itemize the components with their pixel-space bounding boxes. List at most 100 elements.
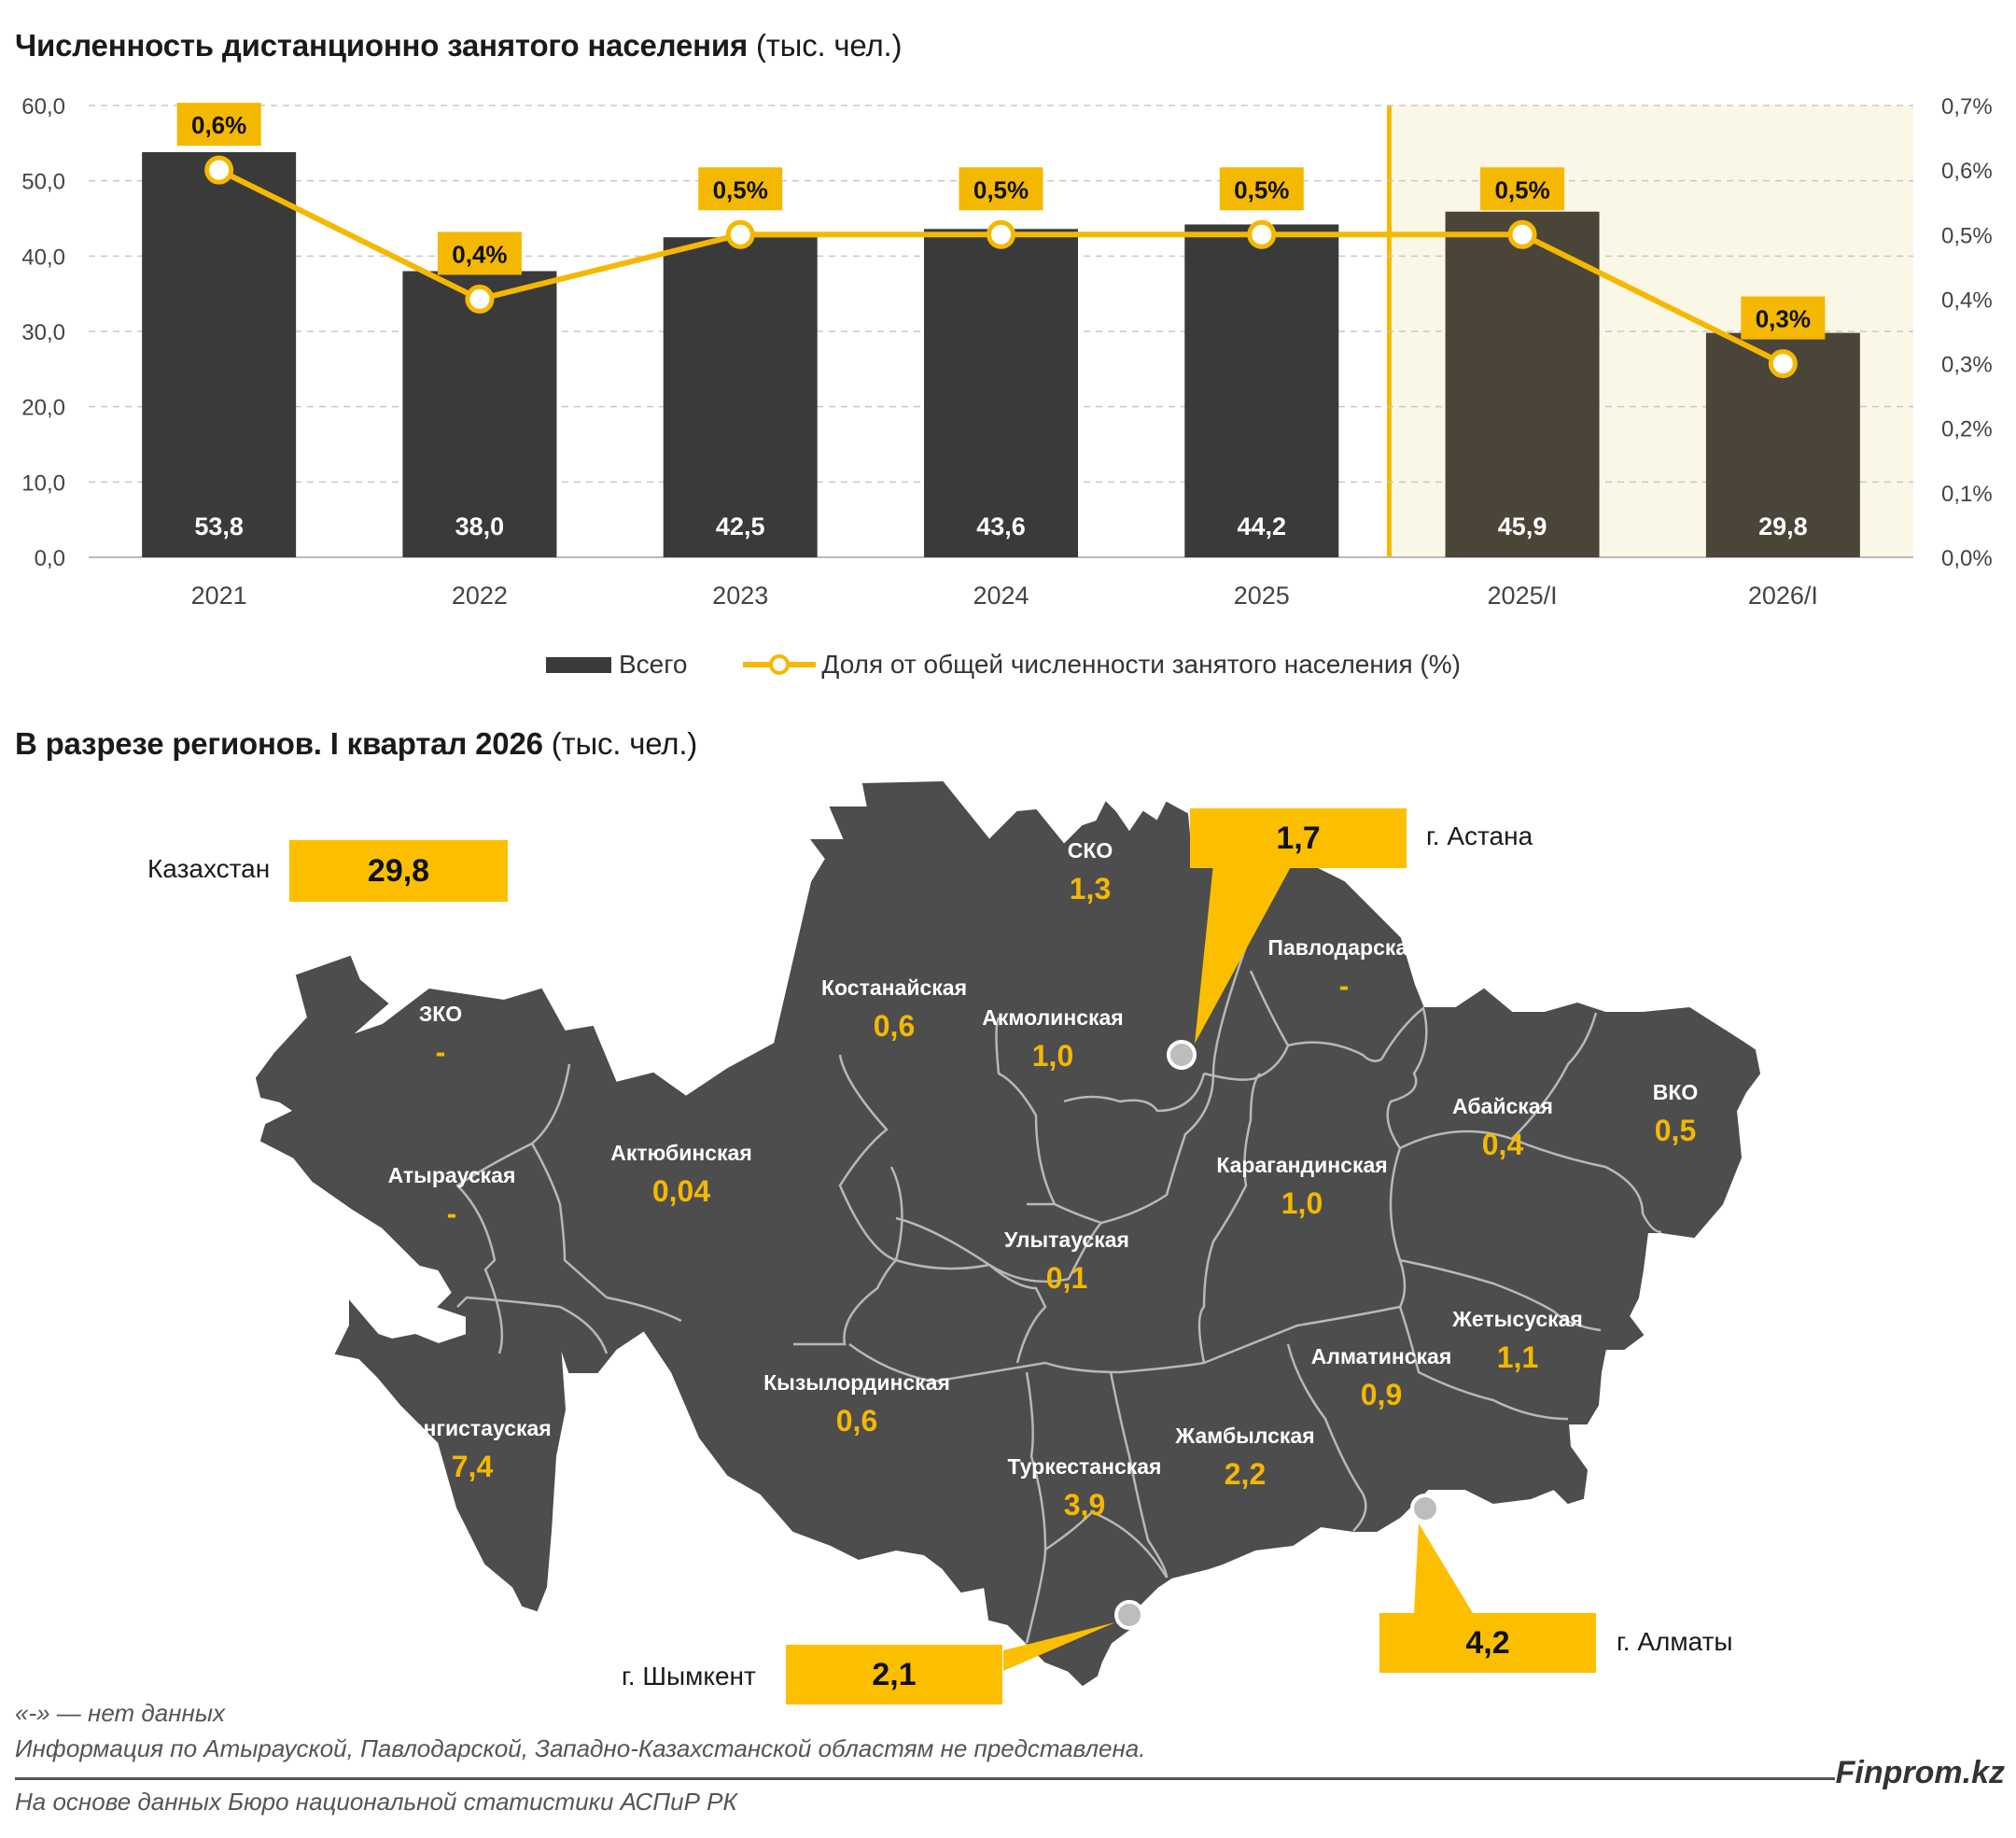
region-name: ВКО xyxy=(1652,1080,1699,1104)
region-name: Абайская xyxy=(1452,1094,1553,1118)
bar-value-label: 42,5 xyxy=(716,512,765,540)
x-tick-label: 2024 xyxy=(973,582,1029,610)
region-value: 0,9 xyxy=(1360,1378,1403,1411)
region-value: - xyxy=(446,1197,457,1230)
bar xyxy=(924,229,1078,557)
city-markers xyxy=(1114,1040,1440,1630)
bar xyxy=(663,237,818,557)
share-label-box xyxy=(1480,167,1565,211)
legend-bar-label: Всего xyxy=(619,650,688,679)
region-value: 7,4 xyxy=(451,1450,494,1483)
share-point xyxy=(204,155,234,185)
footnote-regions: Информация по Атырауской, Павлодарской, … xyxy=(15,1734,1146,1762)
bar xyxy=(142,152,297,557)
region-value: 1,1 xyxy=(1496,1340,1539,1374)
share-value-label: 0,5% xyxy=(973,175,1029,203)
share-point xyxy=(1768,349,1798,379)
astana-marker xyxy=(1167,1040,1197,1070)
legend-line-label: Доля от общей численности занятого насел… xyxy=(821,650,1461,679)
share-value-label: 0,5% xyxy=(713,175,768,203)
share-point xyxy=(1507,219,1537,249)
y-left-tick-label: 0,0 xyxy=(35,546,65,571)
region-name: Туркестанская xyxy=(1007,1454,1162,1479)
shymkent-value: 2,1 xyxy=(872,1656,917,1692)
shymkent-label: г. Шымкент xyxy=(622,1662,756,1691)
share-label-box xyxy=(1741,296,1826,340)
bar xyxy=(1184,224,1339,557)
bar-value-label: 45,9 xyxy=(1498,512,1547,540)
share-point xyxy=(1247,219,1277,249)
y-left-tick-label: 50,0 xyxy=(21,170,65,195)
region-name: ЗКО xyxy=(418,1002,463,1026)
y-left-tick-label: 40,0 xyxy=(21,245,65,270)
region-name: Актюбинская xyxy=(610,1141,752,1165)
astana-value: 1,7 xyxy=(1276,820,1321,856)
region-name: Кызылординская xyxy=(763,1370,950,1395)
share-point xyxy=(725,219,755,249)
x-tick-label: 2023 xyxy=(712,582,768,610)
callout-pointers xyxy=(1003,863,1473,1671)
x-tick-label: 2025 xyxy=(1234,582,1290,610)
bar-value-label: 53,8 xyxy=(194,512,244,540)
total-value-box: 29,8 xyxy=(289,840,508,902)
y-left-tick-label: 30,0 xyxy=(21,320,65,345)
x-tick-label: 2022 xyxy=(452,582,508,610)
bar-value-label: 43,6 xyxy=(976,512,1026,540)
almaty-value: 4,2 xyxy=(1465,1624,1510,1661)
region-value: 0,04 xyxy=(651,1174,711,1208)
share-point xyxy=(465,284,495,314)
y-left-tick-label: 60,0 xyxy=(21,94,65,119)
y-right-tick-label: 0,0% xyxy=(1941,546,1993,571)
share-label-box xyxy=(176,103,261,147)
legend-line-swatch xyxy=(743,654,817,675)
region-value: 0,4 xyxy=(1481,1128,1524,1161)
bar xyxy=(402,271,557,557)
region-name: Акмолинская xyxy=(982,1005,1124,1030)
region-value: 1,0 xyxy=(1031,1039,1074,1073)
region-name: СКО xyxy=(1067,838,1113,863)
shymkent-pointer xyxy=(1003,1622,1115,1671)
chart-title-unit: (тыс. чел.) xyxy=(755,28,903,63)
region-name: Павлодарская xyxy=(1267,935,1421,960)
astana-callout: 1,7 xyxy=(1190,808,1407,868)
map-title-unit: (тыс. чел.) xyxy=(551,726,698,761)
share-value-label: 0,5% xyxy=(1234,175,1289,203)
share-value-label: 0,4% xyxy=(452,240,507,268)
region-value: - xyxy=(435,1035,446,1069)
chart-legend: Всего Доля от общей численности занятого… xyxy=(546,646,1461,683)
y-right-tick-label: 0,6% xyxy=(1941,159,1993,184)
map-title: В разрезе регионов. I квартал 2026 (тыс.… xyxy=(15,726,697,762)
share-value-label: 0,5% xyxy=(1494,175,1549,203)
astana-label: г. Астана xyxy=(1426,821,1533,850)
region-name: Карагандинская xyxy=(1216,1153,1388,1177)
region-value: 0,6 xyxy=(873,1009,916,1043)
y-right-tick-label: 0,4% xyxy=(1941,288,1993,313)
kazakhstan-outline xyxy=(255,780,1761,1687)
footnote-no-data: «-» — нет данных xyxy=(15,1699,225,1727)
almaty-pointer xyxy=(1414,1523,1473,1613)
share-label-box xyxy=(959,167,1043,211)
x-tick-label: 2025/I xyxy=(1488,582,1558,610)
region-name: Мангистауская xyxy=(393,1416,552,1440)
y-right-tick-label: 0,3% xyxy=(1941,353,1993,378)
region-name: Алматинская xyxy=(1310,1344,1452,1368)
y-right-tick-label: 0,2% xyxy=(1941,417,1993,442)
region-name: Костанайская xyxy=(821,975,967,1000)
share-label-box xyxy=(1219,167,1304,211)
share-value-label: 0,3% xyxy=(1756,305,1811,333)
astana-pointer xyxy=(1195,863,1293,1044)
bar-value-label: 29,8 xyxy=(1758,512,1808,540)
y-left-tick-label: 10,0 xyxy=(21,470,65,496)
region-value: 0,1 xyxy=(1045,1261,1088,1295)
share-point xyxy=(987,219,1015,249)
x-tick-label: 2021 xyxy=(191,582,247,610)
brand-logo: Finprom.kz xyxy=(1835,1755,2005,1790)
chart-title: Численность дистанционно занятого населе… xyxy=(15,28,902,63)
y-right-tick-label: 0,5% xyxy=(1941,223,1993,248)
y-left-tick-label: 20,0 xyxy=(21,396,65,421)
almaty-marker xyxy=(1410,1494,1440,1523)
region-value: 0,5 xyxy=(1654,1114,1697,1147)
region-value: 2,2 xyxy=(1224,1457,1267,1491)
total-label: Казахстан xyxy=(147,854,271,883)
